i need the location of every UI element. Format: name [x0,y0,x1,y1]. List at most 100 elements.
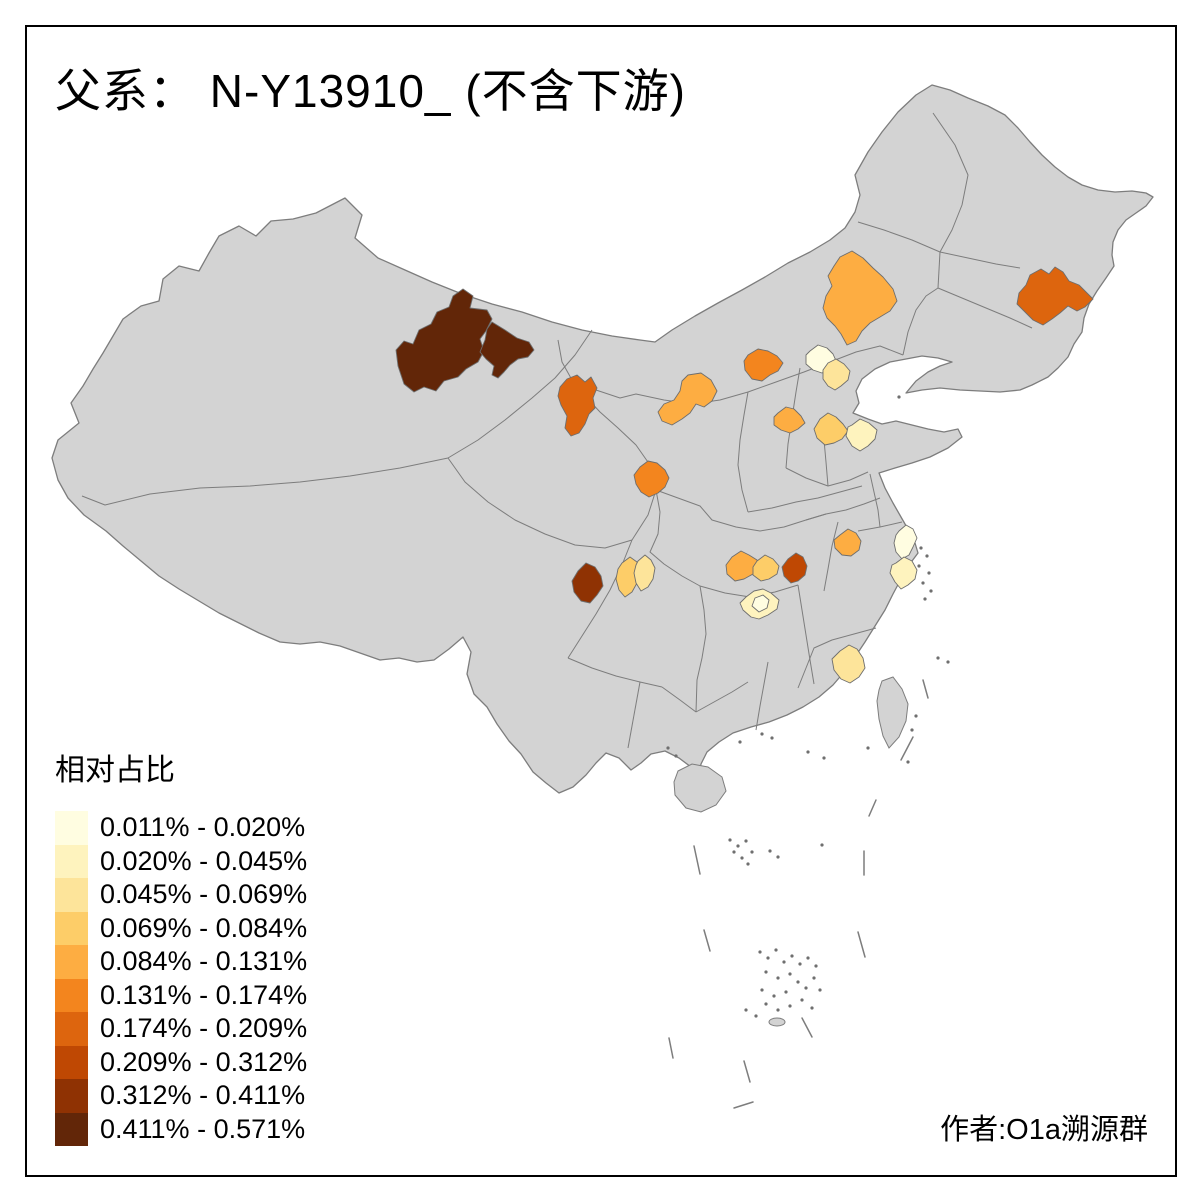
island-speck [919,546,923,550]
map-region-r10 [773,406,806,434]
legend-item: 0.174% - 0.209% [55,1012,307,1046]
map-region-r11 [813,412,849,446]
island-speck [760,732,764,736]
island-speck [774,948,778,952]
attribution-text: 作者:O1a溯源群 [940,1114,1148,1146]
island-speck [782,960,786,964]
legend-class-label: 0.069% - 0.084% [100,912,308,943]
island-speck [800,998,804,1002]
island-speck [736,844,740,848]
province-border-line [755,661,769,731]
legend-item: 0.084% - 0.131% [55,945,307,979]
island-speck [818,988,822,992]
province-border-line [447,457,633,549]
province-border-line [823,439,829,487]
island-speck [772,994,776,998]
dash-segment [857,931,866,958]
island-speck [788,972,792,976]
province-border-line [823,521,839,592]
province-border-line [747,485,863,513]
dash-segment [668,1037,674,1059]
island-speck [728,838,732,842]
province-border-line [737,391,749,513]
island-speck [746,862,750,866]
map-region-r9 [822,358,851,391]
hainan-island [673,763,727,813]
legend-class-label: 0.045% - 0.069% [100,879,308,910]
legend-items: 0.011% - 0.020% 0.020% - 0.045% 0.045% - 0… [55,811,307,1146]
island-speck [770,736,774,740]
taiwan-island [876,676,909,749]
island-speck [744,839,748,843]
province-borders [81,112,1033,749]
island-speck [788,1004,792,1008]
province-border-line [857,221,941,253]
province-border-line [797,627,877,689]
legend-swatch [55,1012,88,1046]
china-mainland-shape [51,84,1154,794]
island-speck [927,571,931,575]
legend-swatch [55,911,88,945]
island-speck [806,750,810,754]
island-speck [764,1002,768,1006]
map-region-r14 [571,562,604,604]
map-region-r15a [615,556,640,598]
legend-class-label: 0.020% - 0.045% [100,845,308,876]
map-region-r17 [781,552,808,584]
dash-line-segments [668,679,929,1109]
island-speck [822,756,826,760]
island-speck [946,660,950,664]
island-speck [806,956,810,960]
map-region-r20 [893,524,918,560]
legend-item: 0.069% - 0.084% [55,911,308,945]
province-border-line [571,345,904,405]
province-border-line [869,473,881,528]
island-speck [760,988,764,992]
island-speck [910,728,914,732]
legend-item: 0.209% - 0.312% [55,1045,308,1079]
island-speck [768,849,772,853]
island-speck [866,746,870,750]
island-speck [758,950,762,954]
map-region-r4 [657,372,718,426]
map-region-r21 [889,556,918,590]
island-speck [784,990,788,994]
island-speck [666,746,670,750]
province-border-line [695,585,707,713]
island-speck [897,395,901,399]
legend: 相对占比 0.011% - 0.020% 0.020% - 0.045% 0.045… [55,745,307,1146]
map-region-r2 [479,321,535,379]
map-region-r22 [831,644,866,684]
legend-class-label: 0.312% - 0.411% [100,1080,306,1111]
map-region-r13 [633,460,670,498]
legend-swatch [55,1045,88,1079]
dash-segment [900,736,914,761]
legend-class-label: 0.131% - 0.174% [100,979,308,1010]
island-speck [921,581,925,585]
island-speck [776,976,780,980]
island-speck [776,855,780,859]
island-speck [814,964,818,968]
island-speck [740,856,744,860]
province-border-line [567,657,663,688]
legend-swatch [55,811,88,845]
province-border-line [932,112,969,253]
province-border-line [649,489,701,587]
province-border-line [805,497,881,521]
province-border-line [937,287,1033,329]
legend-class-label: 0.411% - 0.571% [100,1113,306,1144]
map-region-r12 [845,418,878,452]
island-speck [804,986,808,990]
map-region-r16b [752,554,780,582]
island-speck [810,1006,814,1010]
map-region-r3 [557,374,598,437]
legend-item: 0.011% - 0.020% [55,811,307,845]
dash-segment [743,1060,751,1083]
map-region-r15b [633,554,656,592]
legend-item: 0.411% - 0.571% [55,1112,307,1146]
legend-class-label: 0.209% - 0.312% [100,1046,308,1077]
legend-class-label: 0.011% - 0.020% [100,812,306,843]
legend-swatch [55,978,88,1012]
